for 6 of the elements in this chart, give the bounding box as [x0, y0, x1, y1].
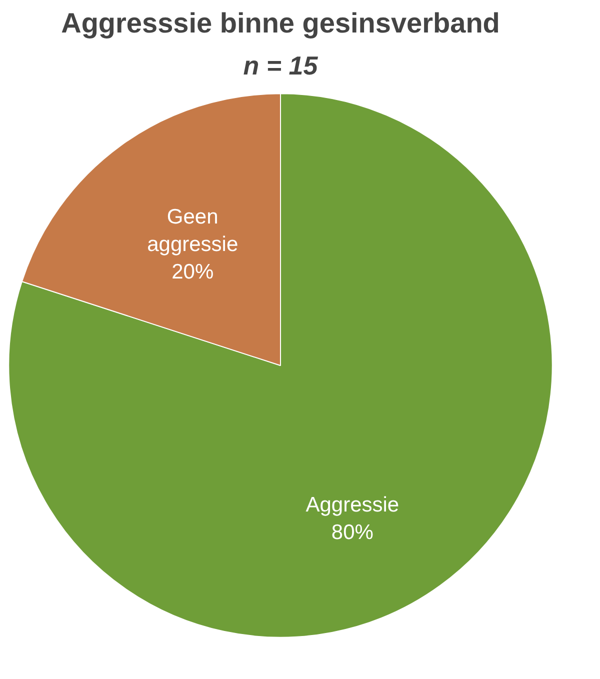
chart-title: Aggresssie binne gesinsverband [61, 8, 500, 38]
data-label: 80% [331, 521, 374, 544]
data-label: 20% [172, 260, 214, 284]
slice-label: Aggressie [306, 494, 400, 517]
slice-label: Geen aggressie [147, 205, 238, 256]
chart-subtitle: n = 15 [243, 50, 318, 80]
